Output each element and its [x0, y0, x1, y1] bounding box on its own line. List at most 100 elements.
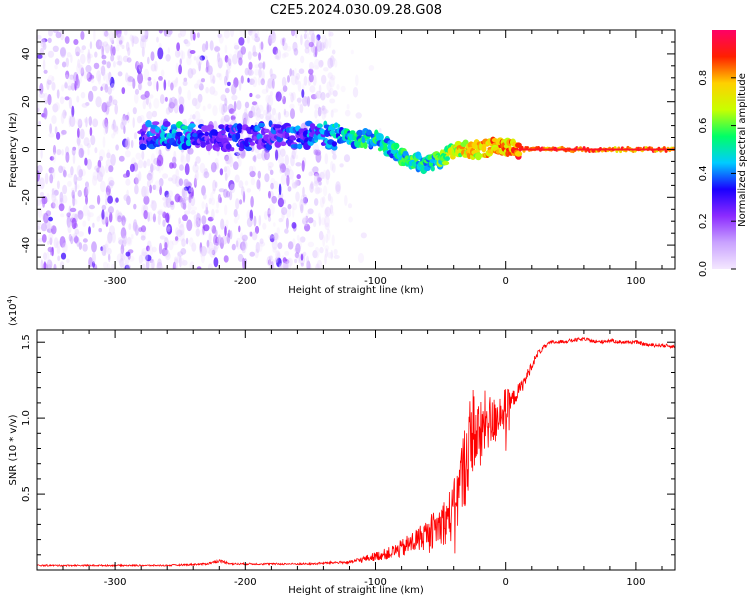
spectrogram-cell: [167, 30, 173, 35]
spectrogram-cell: [47, 79, 52, 85]
spectrogram-cell: [273, 232, 279, 241]
spectrogram-cell: [310, 181, 314, 190]
spectrogram-cell: [145, 96, 149, 105]
y-tick-label: 1.5: [21, 334, 32, 350]
spectrogram-cell: [160, 69, 165, 77]
spectrogram-cell: [198, 61, 201, 72]
spectrogram-cell: [87, 210, 91, 222]
spectrogram-cell: [121, 115, 127, 127]
spectrogram-cell: [54, 102, 60, 112]
spectrogram-cell: [267, 94, 274, 107]
spectrogram-cell: [76, 95, 80, 103]
spectrogram-cell: [255, 111, 261, 122]
spectrogram-cell: [237, 253, 244, 262]
spectrogram-cell: [207, 103, 212, 110]
spectrogram-cell: [101, 60, 107, 65]
spectrogram-cell: [67, 222, 72, 234]
spectrogram-cell: [248, 78, 255, 85]
spectrogram-cell: [196, 55, 203, 67]
spectrogram-cell: [74, 199, 78, 205]
spectrogram-cell: [151, 246, 157, 253]
spectrogram-cell: [332, 153, 337, 160]
spectrogram-cell: [333, 254, 340, 259]
spectrogram-cell: [241, 239, 248, 251]
spectrogram-cell: [67, 173, 73, 178]
spectrogram-cell: [48, 132, 55, 138]
spectrogram-cell: [143, 210, 148, 220]
spectrogram-cell: [267, 36, 274, 46]
spectrogram-cell: [37, 166, 43, 172]
spectrogram-cell: [208, 241, 214, 252]
spectrogram-cell: [302, 251, 307, 257]
spectrogram-cell: [343, 154, 351, 163]
spectrogram-cell: [98, 165, 105, 178]
spectrogram-cell: [302, 216, 308, 222]
spectrogram-cell: [37, 103, 40, 112]
spectrogram-cell: [324, 253, 327, 265]
spectrogram-cell: [43, 212, 49, 224]
spectrogram-cell: [252, 45, 256, 56]
spectrogram-cell: [168, 190, 173, 198]
spectrogram-cell: [76, 176, 83, 181]
spectrogram-cell: [104, 122, 109, 134]
spectrogram-cell: [251, 111, 257, 117]
spectrogram-cell: [167, 47, 170, 54]
spectrogram-cell: [141, 251, 148, 257]
spectrogram-cell: [37, 183, 42, 191]
spectrogram-cell: [268, 259, 272, 265]
spectrogram-cell: [102, 70, 106, 81]
spectrogram-cell: [125, 150, 131, 158]
snr-series-line: [37, 336, 675, 568]
snr-multiplier-label: (x104): [6, 295, 19, 326]
spectrogram-cell: [280, 148, 286, 157]
spectrogram-cell: [270, 182, 274, 190]
spectrogram-cell: [224, 226, 227, 237]
spectrogram-cell: [315, 90, 321, 98]
spectrogram-cell: [49, 156, 55, 161]
spectrogram-cell: [91, 85, 98, 92]
spectrogram-cell: [150, 203, 155, 209]
spectrogram-cell: [115, 144, 119, 151]
spectrogram-cell: [105, 198, 108, 206]
spectrogram-cell: [241, 234, 248, 242]
spectrogram-cell: [151, 258, 155, 269]
spectrogram-cell: [323, 105, 327, 118]
spectrogram-cell: [58, 203, 65, 212]
ridge-cell: [235, 132, 241, 140]
spectrogram-cell: [146, 158, 151, 167]
spectrogram-cell: [77, 58, 81, 69]
spectrogram-cell: [265, 110, 272, 123]
spectrogram-cell: [180, 155, 187, 165]
spectrogram-cell: [284, 167, 291, 177]
spectrogram-cell: [175, 168, 179, 178]
spectrogram-cell: [117, 71, 123, 77]
spectrogram-cell: [159, 185, 163, 196]
spectrogram-cell: [276, 227, 280, 235]
spectrogram-cell: [141, 185, 147, 198]
spectrogram-cell: [190, 196, 196, 207]
spectrogram-cell: [241, 186, 245, 197]
spectrogram-cell: [250, 196, 254, 208]
spectrogram-cell: [182, 188, 186, 198]
spectrogram-cell: [37, 225, 41, 230]
spectrogram-cell: [242, 190, 246, 203]
spectrogram-cell: [236, 100, 242, 110]
spectrogram-cell: [231, 94, 238, 101]
spectrogram-cell: [88, 90, 94, 102]
spectrogram-cell: [214, 46, 221, 52]
spectrogram-cell: [158, 177, 164, 187]
spectrogram-cell: [111, 133, 115, 139]
spectrogram-cell: [139, 61, 144, 70]
spectrogram-cell: [273, 222, 276, 227]
spectrogram-cell: [94, 51, 98, 58]
spectrogram-cell: [319, 197, 325, 208]
spectrogram-cell: [51, 76, 55, 82]
spectrogram-cell: [264, 115, 270, 121]
spectrogram-cell: [116, 253, 123, 263]
spectrogram-cell: [56, 180, 60, 190]
spectrogram-cell: [178, 104, 184, 114]
spectrogram-cell: [278, 183, 282, 196]
spectrogram-cell: [270, 31, 277, 44]
spectrogram-cell: [187, 147, 194, 155]
spectrogram-cell: [313, 36, 319, 43]
